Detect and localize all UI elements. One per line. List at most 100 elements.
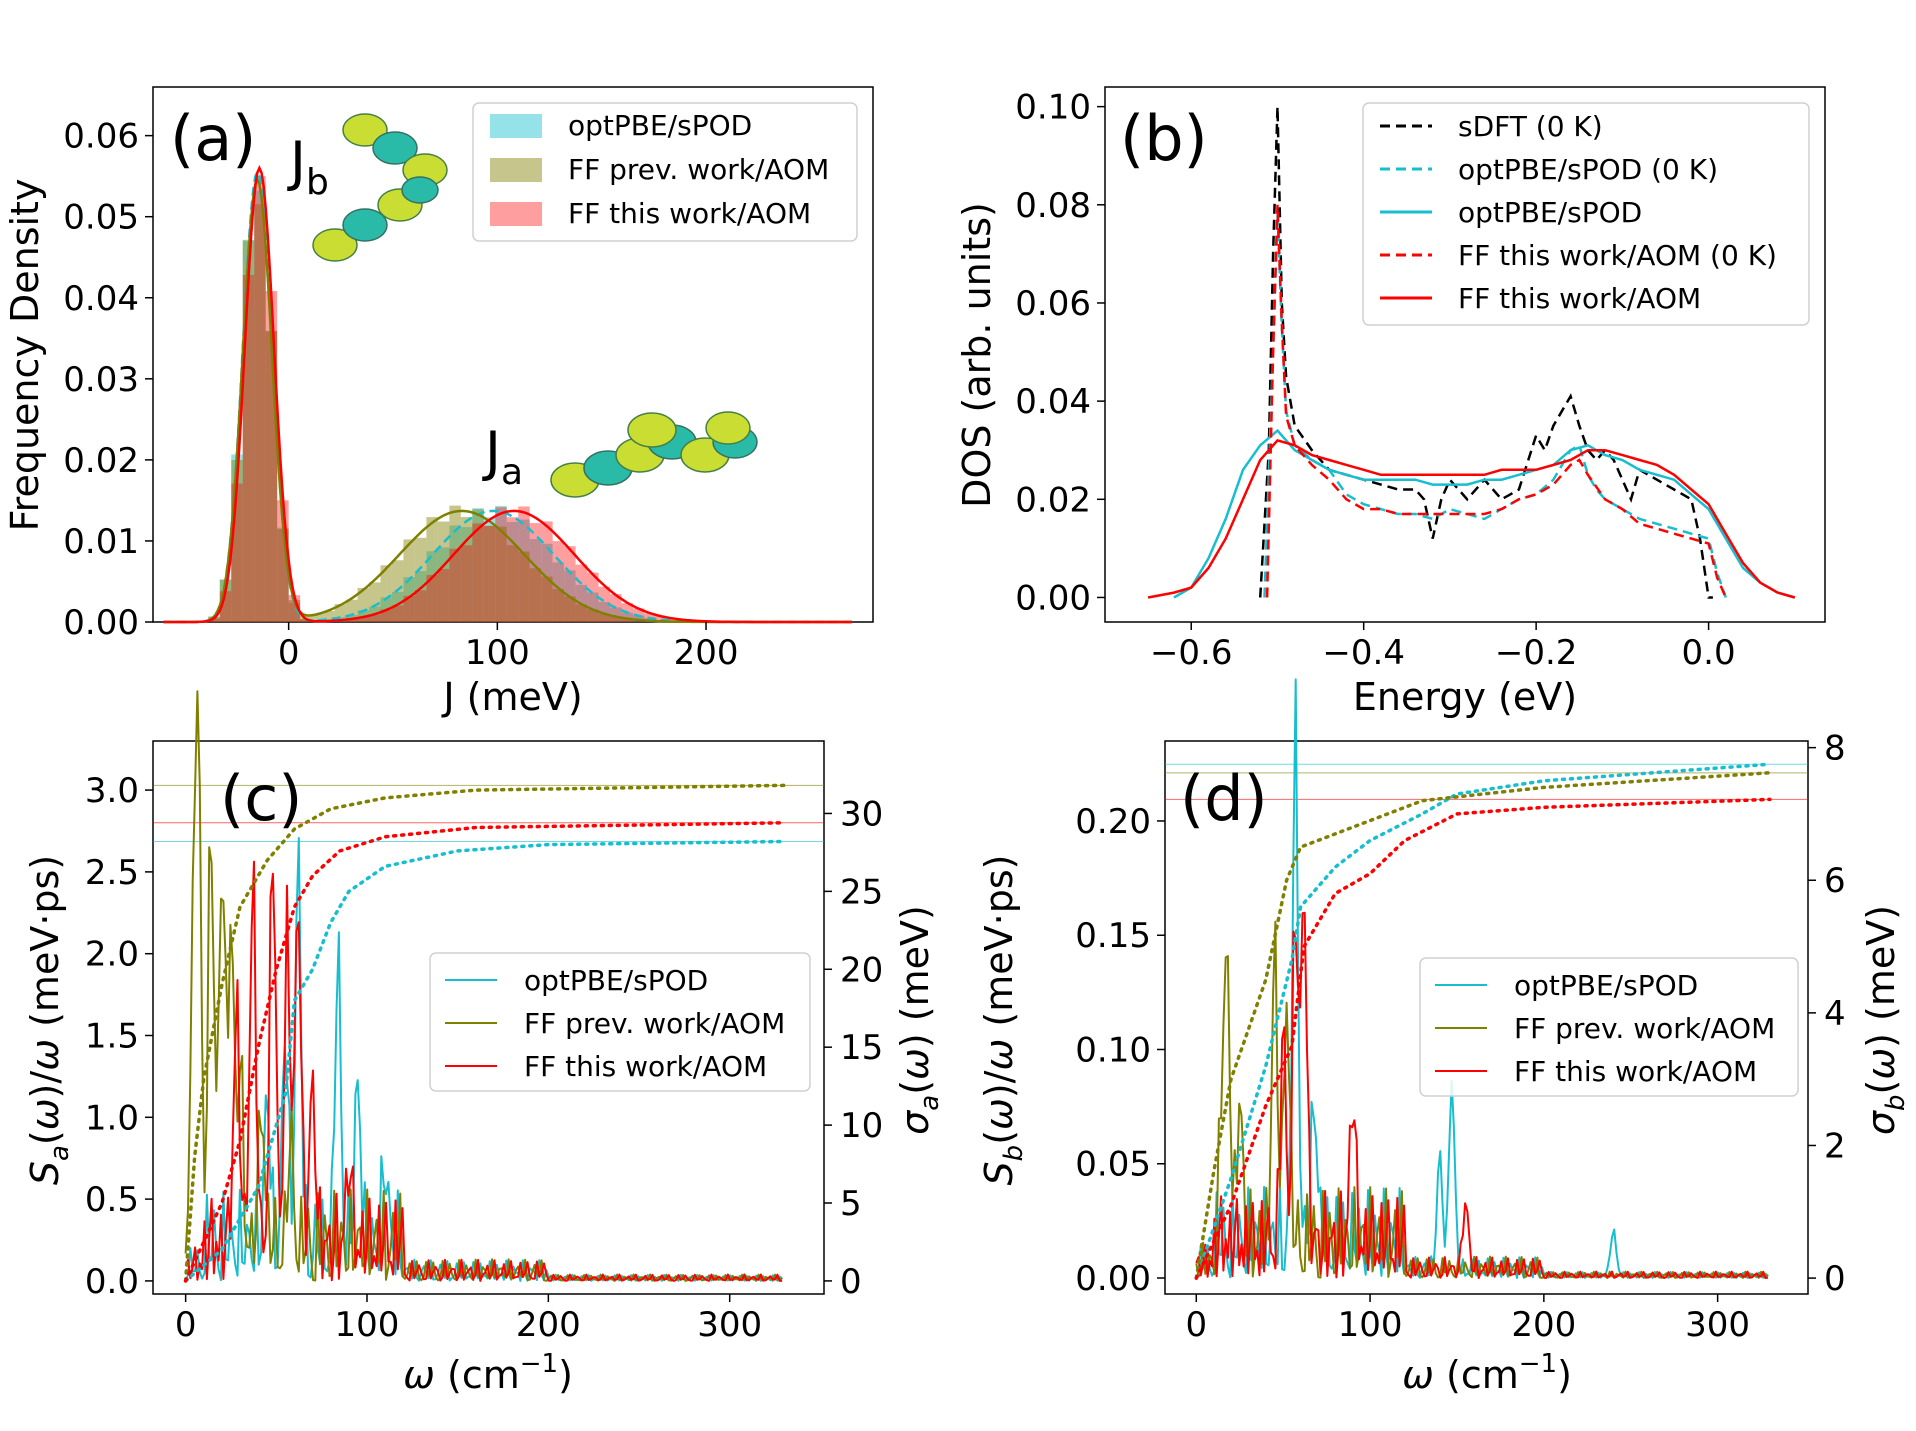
hist-bar <box>242 239 255 622</box>
hist-bar <box>369 582 381 622</box>
legend-label-optpbe: optPBE/sPOD <box>568 109 752 142</box>
legend-label-ff-prev: FF prev. work/AOM <box>568 153 829 186</box>
y2-tick-label: 10 <box>840 1106 883 1146</box>
panel-a-label: (a) <box>170 102 256 175</box>
hist-bar <box>598 601 611 622</box>
legend-label-ff-this: FF this work/AOM <box>1514 1055 1757 1088</box>
hist-bar <box>288 602 301 622</box>
y2-tick-label: 20 <box>840 950 883 990</box>
hist-bar <box>231 459 243 622</box>
legend-label-optpbe: optPBE/sPOD <box>1458 196 1642 229</box>
y-tick-label: 0.00 <box>1015 578 1091 618</box>
sigma-cumulative-line <box>183 839 786 1283</box>
annotation-jb: Jb <box>287 130 329 203</box>
y2-tick-label: 30 <box>840 794 883 834</box>
hist-bar <box>288 595 301 622</box>
y-tick-label: 0.06 <box>63 117 139 157</box>
hist-bar <box>391 591 404 622</box>
hist-bar <box>621 612 633 622</box>
y-tick-label: 0.01 <box>63 522 139 562</box>
hist-bar <box>575 564 588 622</box>
y-tick-label: 0.10 <box>1015 88 1091 128</box>
x-tick-label: −0.2 <box>1495 633 1578 673</box>
panel-d-label: (d) <box>1180 762 1268 835</box>
dos-line <box>1265 204 1727 599</box>
x-tick-label: 100 <box>1338 1305 1403 1345</box>
dos-line <box>1263 214 1727 598</box>
legend-label-ff-prev: FF prev. work/AOM <box>524 1007 785 1040</box>
panel-c-marks <box>153 690 824 1283</box>
panel-b-marks <box>1147 106 1796 599</box>
hist-bar <box>277 500 289 622</box>
hist-bar <box>506 545 519 622</box>
y-tick-label: 0.05 <box>63 198 139 238</box>
panel-d-ylabel: Sb(ω)/ω (meV·ps) <box>977 855 1029 1186</box>
hist-bar <box>277 529 289 622</box>
y-tick-label: 0.08 <box>1015 186 1091 226</box>
hist-bar <box>495 505 507 622</box>
hist-bar <box>426 551 438 622</box>
x-tick-label: −0.6 <box>1150 633 1233 673</box>
hist-bar <box>472 508 484 622</box>
y-tick-label: 0.04 <box>1015 382 1091 422</box>
hist-bar <box>552 589 565 622</box>
molecule-ja-icon <box>550 411 758 498</box>
panel-c-y2label: σa(ω) (meV) <box>893 905 945 1135</box>
spectral-line <box>1195 911 1768 1279</box>
hist-bar <box>231 454 243 622</box>
hist-bar <box>357 587 369 622</box>
x-tick-label: 300 <box>1685 1305 1750 1345</box>
spectral-line <box>184 860 783 1282</box>
hist-bar <box>541 576 553 622</box>
legend-swatch-optpbe <box>490 114 542 138</box>
y-tick-label: 0.00 <box>1075 1259 1151 1299</box>
kde-line <box>163 164 853 624</box>
y-tick-label: 1.0 <box>85 1098 139 1138</box>
hist-bar <box>346 599 358 622</box>
y-tick-label: 0.04 <box>63 279 139 319</box>
hist-bar <box>403 577 415 622</box>
spectral-line <box>184 690 783 1282</box>
y2-tick-label: 2 <box>1824 1126 1846 1166</box>
y-tick-label: 0.03 <box>63 360 139 400</box>
panel-c-label: (c) <box>220 762 302 835</box>
hist-bar <box>552 541 565 622</box>
legend-label-ff-this: FF this work/AOM <box>568 197 811 230</box>
hist-bar <box>506 517 519 622</box>
panel-b-ylabel: DOS (arb. units) <box>955 202 999 508</box>
hist-bar <box>231 483 243 622</box>
legend-label-optpbe: optPBE/sPOD <box>1514 969 1698 1002</box>
x-tick-label: 100 <box>335 1305 400 1345</box>
panel-c-ticks: 0 100 200 300 0.0 0.5 1.0 1.5 2.0 2.5 3.0 0 5 10 15 20 2… <box>85 771 883 1345</box>
molecule-jb-icon <box>312 113 448 262</box>
hist-bar <box>483 526 496 622</box>
legend-label-sdft: sDFT (0 K) <box>1458 110 1603 143</box>
panel-c-legend: optPBE/sPOD FF prev. work/AOM FF this wo… <box>429 952 811 1092</box>
panel-d-marks <box>1165 678 1808 1280</box>
hist-bar <box>472 523 484 622</box>
hist-bar <box>460 517 473 622</box>
y2-tick-label: 15 <box>840 1028 883 1068</box>
panel-b-ticks: −0.6 −0.4 −0.2 0.0 0.00 0.02 0.04 0.06 0.08 0.10 <box>1015 88 1735 673</box>
panel-a-legend: optPBE/sPOD FF prev. work/AOM FF this wo… <box>472 102 858 242</box>
legend-label-ff-this: FF this work/AOM <box>524 1050 767 1083</box>
hist-bar <box>414 571 427 622</box>
x-tick-label: 0 <box>278 633 300 673</box>
hist-bar <box>472 509 484 622</box>
x-tick-label: 0 <box>175 1305 197 1345</box>
hist-bar <box>587 609 599 622</box>
y-tick-label: 3.0 <box>85 771 139 811</box>
hist-bar <box>529 568 542 622</box>
y-tick-label: 2.0 <box>85 935 139 975</box>
panel-b-xlabel: Energy (eV) <box>1353 675 1577 719</box>
hist-bar <box>414 537 427 622</box>
hist-bar <box>265 291 278 622</box>
hist-bar <box>575 604 588 622</box>
legend-swatch-ff-prev <box>490 158 542 182</box>
y2-tick-label: 0 <box>840 1262 862 1302</box>
hist-bar <box>369 614 381 622</box>
hist-bar <box>380 565 392 622</box>
